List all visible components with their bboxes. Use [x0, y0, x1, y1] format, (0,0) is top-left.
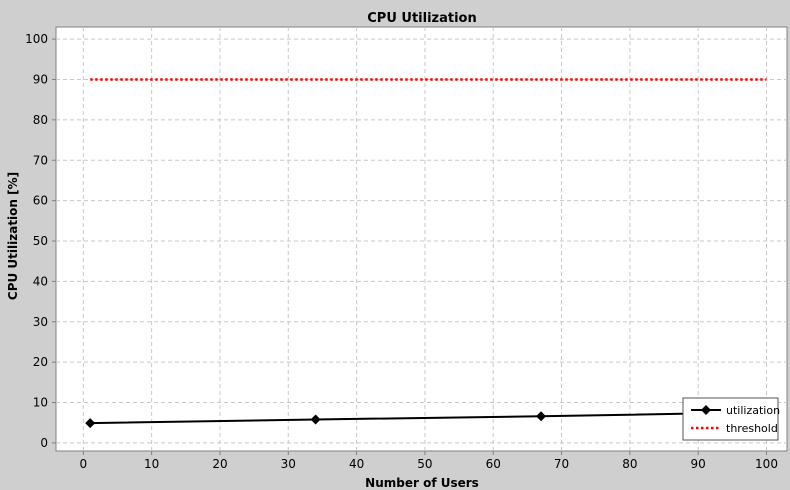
- x-tick-label: 20: [212, 457, 227, 471]
- x-tick-label: 10: [144, 457, 159, 471]
- x-tick-label: 30: [281, 457, 296, 471]
- x-tick-label: 80: [622, 457, 637, 471]
- x-tick-label: 0: [80, 457, 88, 471]
- y-tick-label: 90: [33, 72, 48, 86]
- grid: [56, 27, 787, 451]
- y-tick-label: 20: [33, 355, 48, 369]
- x-axis-label: Number of Users: [365, 476, 479, 490]
- series-utilization-line: [90, 411, 767, 425]
- series-utilization-point: [85, 418, 96, 429]
- plot-area: [55, 26, 788, 452]
- legend-box: [682, 397, 779, 441]
- x-tick-label: 100: [755, 457, 778, 471]
- legend-threshold-label: threshold: [726, 422, 778, 435]
- x-tick-label: 40: [349, 457, 364, 471]
- y-tick-label: 60: [33, 194, 48, 208]
- legend-utilization-marker: [701, 405, 711, 415]
- y-tick-label: 50: [33, 234, 48, 248]
- x-tick-label: 90: [691, 457, 706, 471]
- y-tick-label: 30: [33, 315, 48, 329]
- axes: 0 10 20 30 40 50 60 70 80 90 100 0 10 20 30 40 50 60 70 80 9…: [25, 32, 778, 471]
- y-tick-label: 40: [33, 274, 48, 288]
- legend: utilization threshold: [682, 397, 780, 441]
- y-axis-label: CPU Utilization [%]: [6, 172, 20, 300]
- x-tick-label: 70: [554, 457, 569, 471]
- legend-utilization-label: utilization: [726, 404, 780, 417]
- x-tick-label: 50: [417, 457, 432, 471]
- y-tick-label: 100: [25, 32, 48, 46]
- y-tick-label: 70: [33, 153, 48, 167]
- x-tick-label: 60: [486, 457, 501, 471]
- y-tick-label: 80: [33, 113, 48, 127]
- y-tick-label: 0: [40, 436, 48, 450]
- y-tick-label: 10: [33, 396, 48, 410]
- series-utilization-point: [536, 411, 547, 422]
- series-utilization-point: [310, 414, 321, 425]
- chart-title: CPU Utilization: [367, 11, 476, 26]
